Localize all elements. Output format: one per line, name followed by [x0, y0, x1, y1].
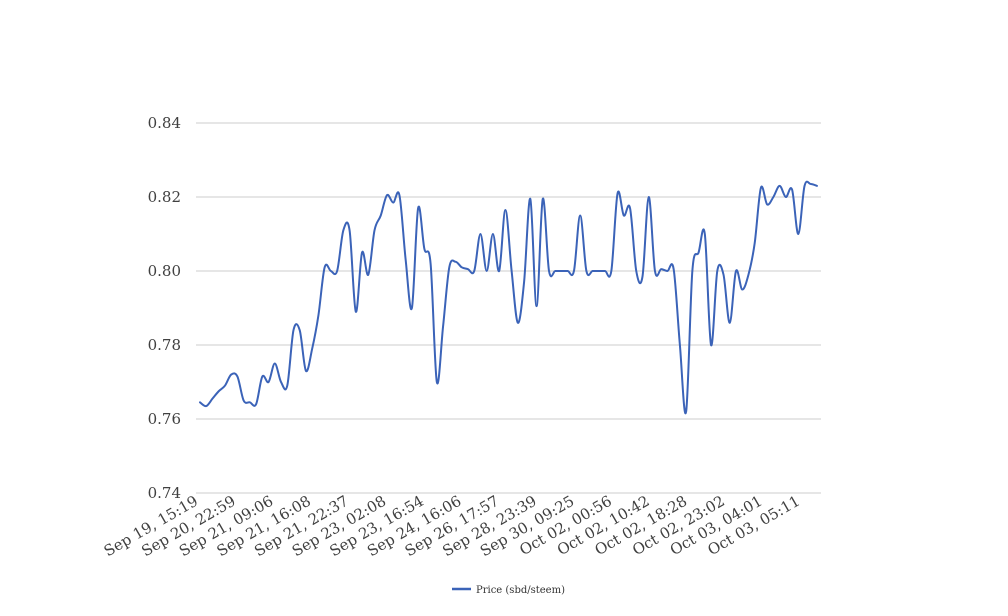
- series-layer: [199, 180, 818, 415]
- legend-label: Price (sbd/steem): [476, 585, 565, 596]
- y-tick-label: 0.76: [148, 410, 181, 428]
- legend: Price (sbd/steem): [452, 585, 565, 596]
- grid-lines: [196, 122, 821, 494]
- y-tick-label: 0.78: [148, 336, 181, 354]
- y-axis-ticks: 0.74 0.76 0.78 0.80 0.82 0.84: [148, 114, 181, 502]
- y-tick-label: 0.82: [148, 188, 181, 206]
- series-line: [199, 180, 818, 415]
- y-tick-label: 0.74: [148, 484, 181, 502]
- y-tick-label: 0.80: [148, 262, 181, 280]
- y-tick-label: 0.84: [148, 114, 181, 132]
